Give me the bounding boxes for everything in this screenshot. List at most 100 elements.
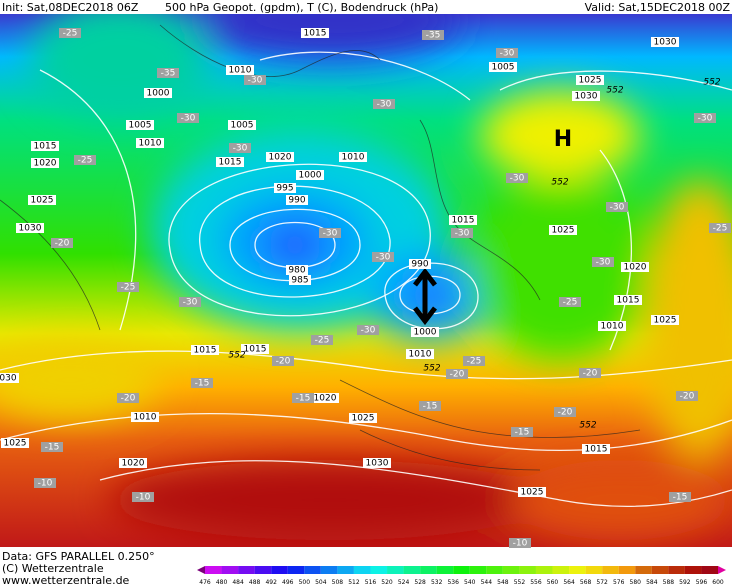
scale-label: 512 [348,579,360,586]
pressure-label: 1015 [194,346,217,356]
temperature-label-bg [311,335,333,345]
pressure-label-bg [339,152,367,162]
scale-label: 592 [679,579,691,586]
temperature-label: -20 [276,357,291,367]
scale-label: 576 [613,579,625,586]
pressure-label: 1010 [601,322,624,332]
pressure-label-bg [406,349,434,359]
pressure-label-bg [289,275,311,285]
pressure-label: 1015 [617,296,640,306]
pressure-label: 1025 [4,439,27,449]
temperature-label: -25 [563,298,578,308]
pressure-label-bg [363,458,391,468]
temperature-label: -30 [248,76,263,86]
temperature-label: -25 [713,224,728,234]
pressure-label: 1015 [34,142,57,152]
temperature-label: -30 [596,258,611,268]
temperature-label: -15 [673,493,688,503]
scale-label: 544 [481,579,493,586]
pressure-label: 1025 [521,488,544,498]
pressure-label-bg [651,37,679,47]
pressure-label: 1010 [134,413,157,423]
pressure-label-bg [266,152,294,162]
scale-label: 492 [265,579,277,586]
temperature-label: -30 [377,100,392,110]
pressure-label-bg [274,183,296,193]
height-label: 552 [228,351,245,361]
pressure-label: 1025 [579,76,602,86]
pressure-label-bg [489,62,517,72]
pressure-label: 1000 [147,89,170,99]
scale-label: 532 [431,579,443,586]
footer-url: www.wetterzentrale.de [2,574,130,587]
pressure-label: 1015 [219,158,242,168]
pressure-label: 990 [411,260,428,270]
pressure-label-bg [614,295,642,305]
pressure-label-bg [621,262,649,272]
scale-swatch [254,566,272,574]
temperature-label: -30 [610,203,625,213]
scale-arrow-left [197,566,205,574]
temperature-label-bg [41,442,63,452]
scale-swatch [238,566,255,574]
pressure-label: 1020 [314,394,337,404]
temperature-label: -30 [376,253,391,263]
pressure-label: 1005 [492,63,515,73]
temperature-label: -30 [183,298,198,308]
temperature-label-bg [51,238,73,248]
pressure-label: 1015 [244,345,267,355]
scale-label: 508 [332,579,344,586]
temperature-label: -20 [558,408,573,418]
pressure-label: 1015 [452,216,475,226]
scale-swatch [304,566,321,574]
temperature-label: -20 [121,394,136,404]
pressure-label-bg [1,438,29,448]
pressure-label: 980 [288,266,305,276]
height-label: 552 [579,421,596,431]
pressure-label-bg [411,327,439,337]
scale-label: 500 [299,579,311,586]
temperature-label: -35 [161,69,176,79]
fields-text: 500 hPa Geopot. (gpdm), T (C), Bodendruc… [165,1,438,14]
scale-label: 480 [216,579,228,586]
temperature-label-bg [34,478,56,488]
temperature-label: -25 [78,156,93,166]
temperature-label-bg [319,228,341,238]
scale-swatch [271,566,288,574]
temperature-label-bg [191,378,213,388]
scale-swatch [337,566,354,574]
pressure-label-bg [126,120,154,130]
temperature-label: -15 [515,428,530,438]
temperature-label: -25 [315,336,330,346]
pressure-label: 1005 [129,121,152,131]
temperature-label-bg [709,223,731,233]
pressure-label: 1025 [552,226,575,236]
pressure-label: 1025 [31,196,54,206]
scale-swatch [552,566,570,574]
pressure-label-bg [144,88,172,98]
temperature-label-bg [606,202,628,212]
scale-label: 580 [630,579,642,586]
scale-swatch [387,566,404,574]
pressure-label: 1015 [304,29,327,39]
pressure-label: 1020 [34,159,57,169]
pressure-label-bg [286,195,308,205]
pressure-label-bg [311,393,339,403]
height-label: 552 [551,178,568,188]
pressure-label-bg [598,321,626,331]
temperature-label-bg [179,297,201,307]
temperature-label-bg [451,228,473,238]
temperature-label-bg [117,393,139,403]
pressure-label: 1000 [414,328,437,338]
scale-swatch [320,566,338,574]
scale-label: 584 [646,579,658,586]
pressure-label: 1025 [654,316,677,326]
pressure-label: 1015 [585,445,608,455]
pressure-label-bg [31,158,59,168]
scale-swatch [535,566,553,574]
pressure-label: 1030 [19,224,42,234]
pressure-label-bg [226,65,254,75]
scale-label: 568 [580,579,592,586]
temperature-label-bg [446,369,468,379]
